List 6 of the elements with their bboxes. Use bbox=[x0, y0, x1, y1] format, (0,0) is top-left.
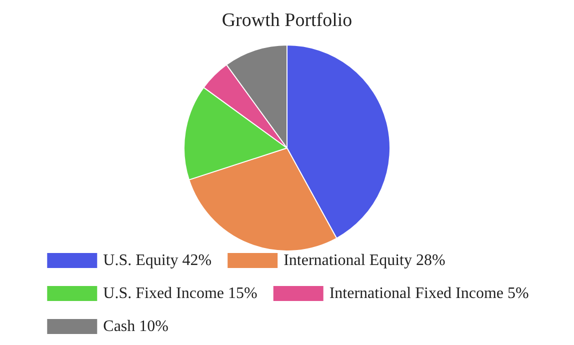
legend-label: U.S. Fixed Income 15% bbox=[103, 285, 258, 302]
legend-label: International Fixed Income 5% bbox=[329, 285, 529, 302]
chart-title: Growth Portfolio bbox=[222, 10, 352, 31]
legend-label: Cash 10% bbox=[103, 318, 168, 335]
legend-label: International Equity 28% bbox=[284, 252, 446, 269]
legend-label: U.S. Equity 42% bbox=[103, 252, 212, 269]
